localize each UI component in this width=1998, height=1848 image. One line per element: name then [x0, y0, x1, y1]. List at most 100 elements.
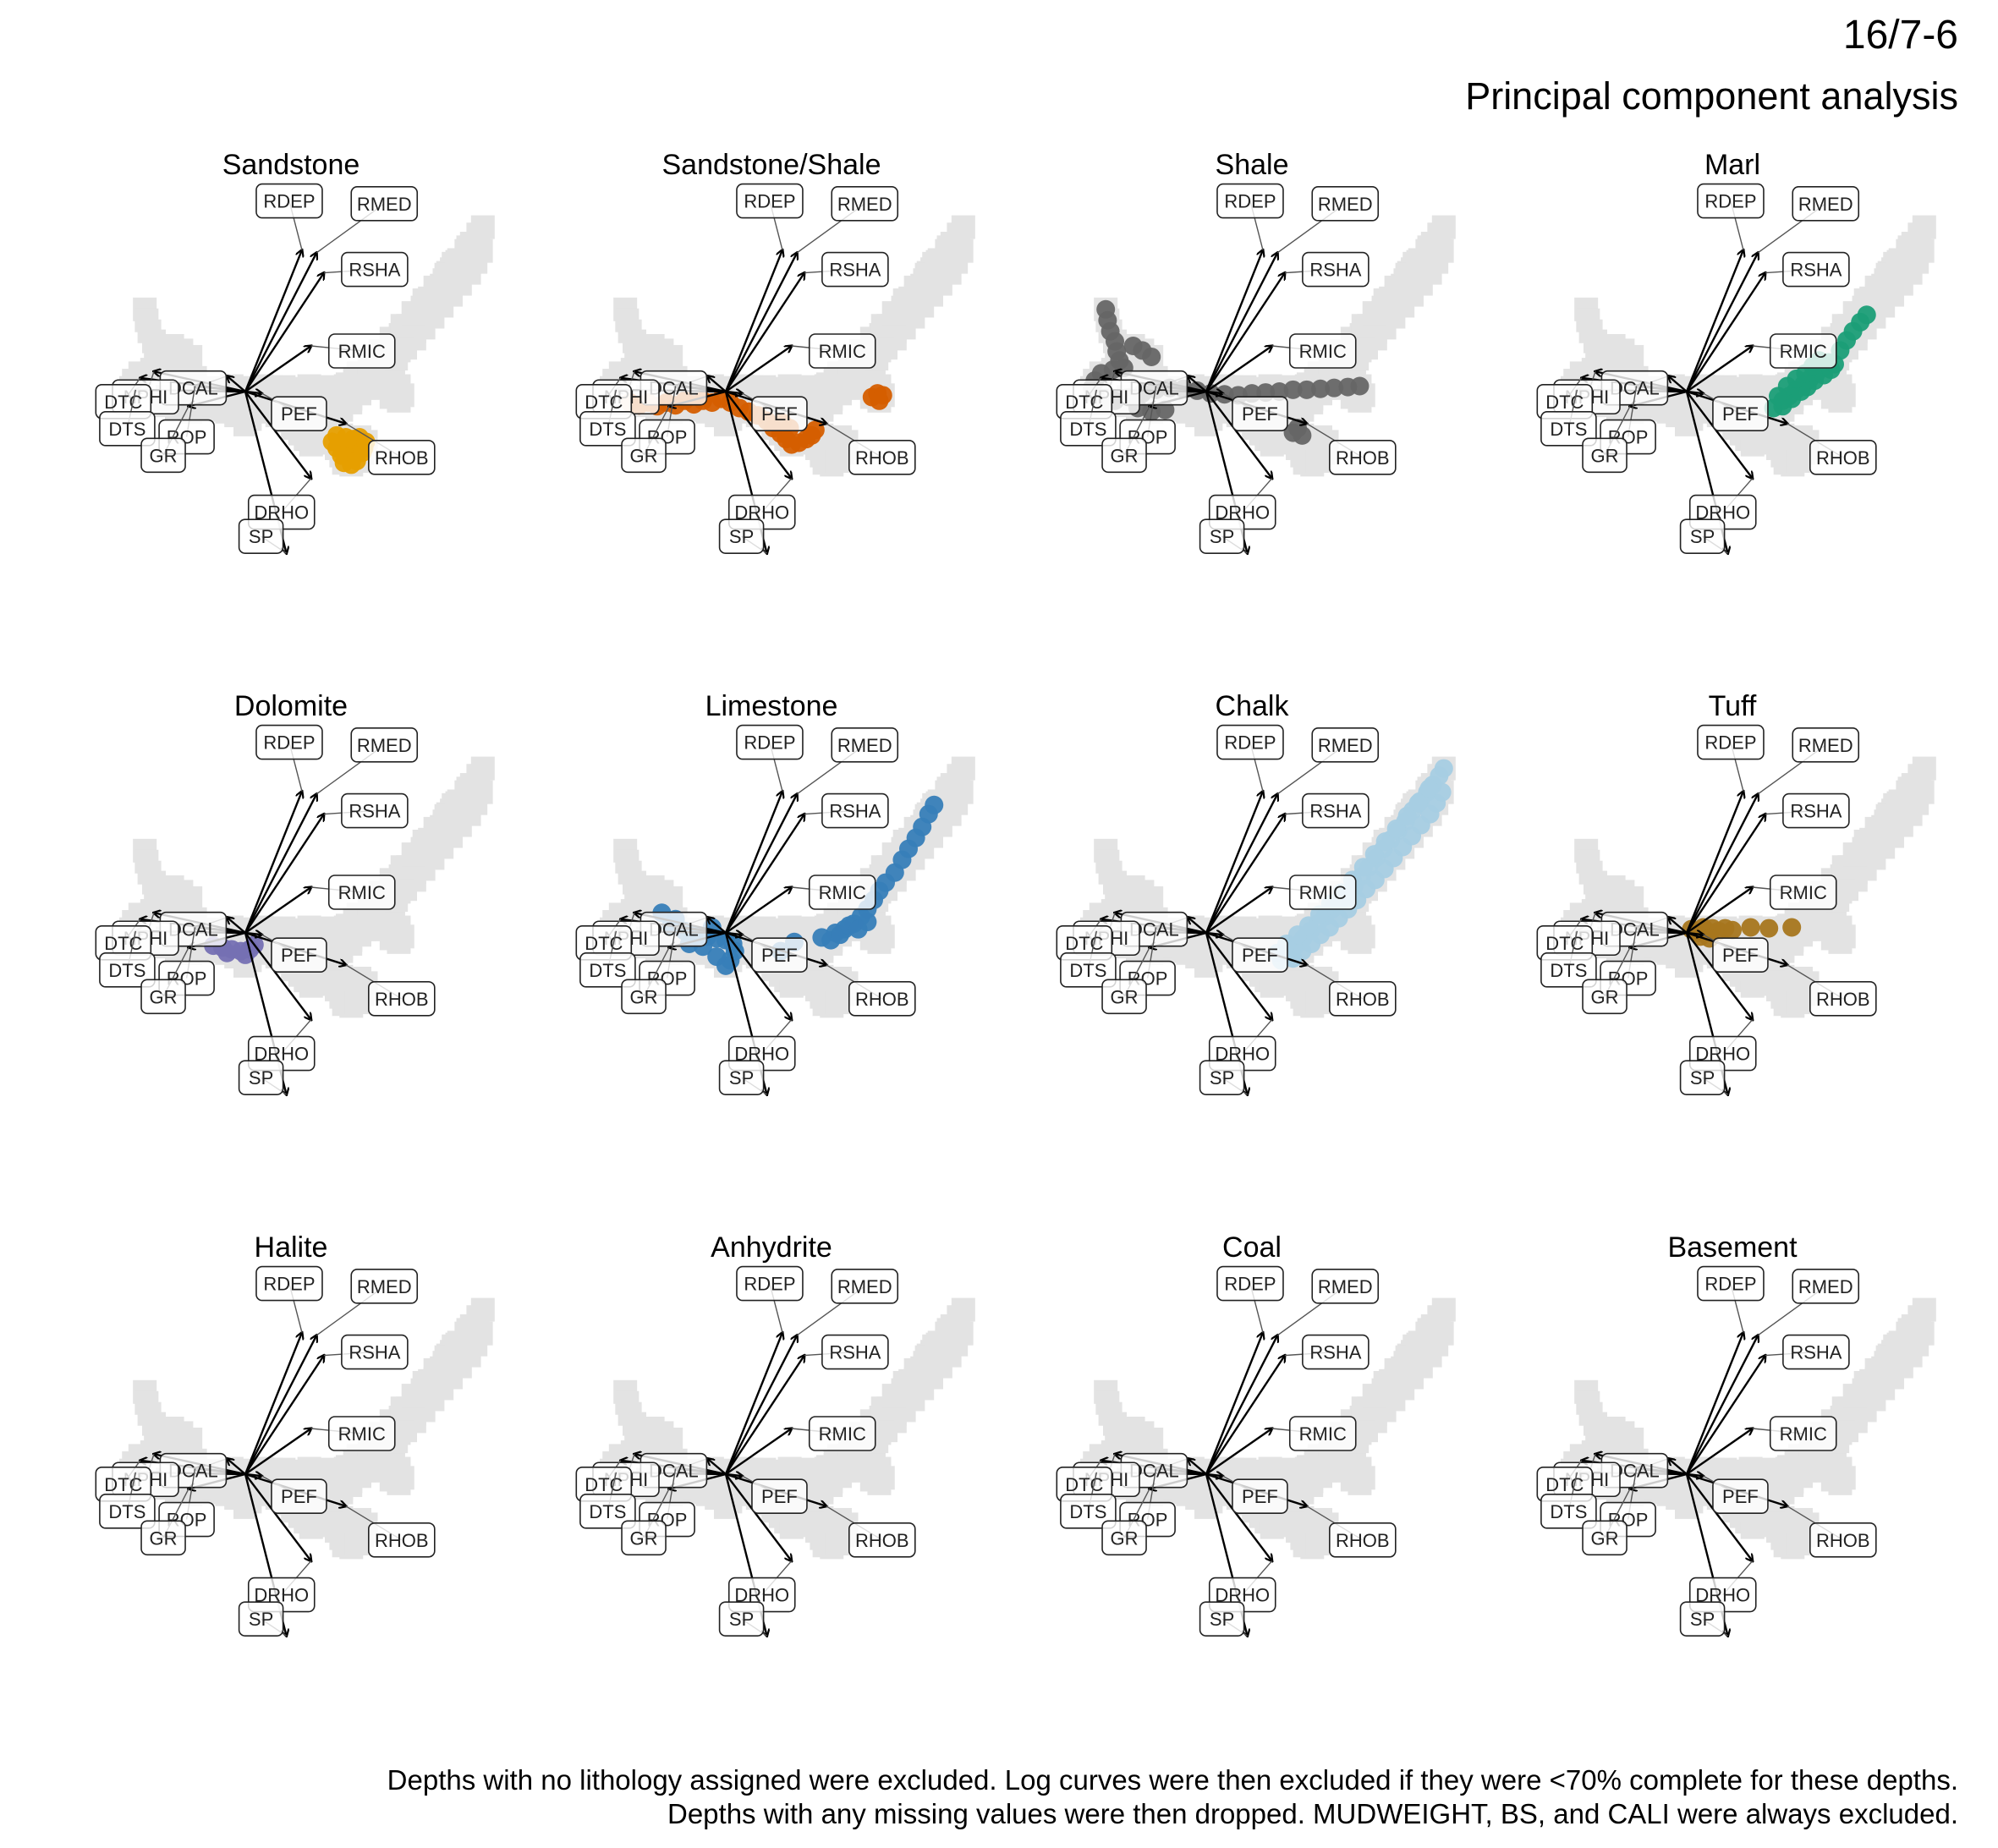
variable-label-sp: SP — [729, 526, 754, 547]
label-box — [341, 792, 409, 829]
loading-arrow-dcal — [227, 376, 246, 392]
loading-arrow-drho — [244, 932, 311, 1020]
background-point — [936, 235, 961, 260]
variable-label-rdep: RDEP — [263, 191, 315, 212]
label-box — [1060, 952, 1117, 988]
label-box — [1679, 518, 1726, 554]
variable-label-rmic: RMIC — [338, 1423, 386, 1445]
variable-label-gr: GR — [1111, 1527, 1139, 1549]
variable-label-rdep: RDEP — [744, 191, 795, 212]
label-box — [1328, 980, 1397, 1017]
label-box — [1328, 1522, 1397, 1558]
caption-line-1: Depths with no lithology assigned were e… — [387, 1764, 1958, 1796]
variable-label-gr: GR — [630, 1527, 658, 1549]
label-box — [831, 186, 899, 222]
loading-arrow-rmed — [724, 253, 797, 392]
label-box — [1769, 1416, 1837, 1451]
panel-title: Limestone — [705, 690, 838, 722]
loading-arrow-dcal — [1188, 918, 1207, 934]
background-point — [470, 215, 495, 239]
label-box — [1060, 1494, 1117, 1529]
variable-label-gr: GR — [150, 445, 178, 466]
label-box — [848, 439, 916, 475]
loading-arrow-rmic — [1686, 887, 1753, 934]
variable-label-dts: DTS — [1550, 960, 1587, 981]
variable-labels: RDEPRMEDRSHARMICDCALNPHIDTCDTSROPGRPEFRH… — [575, 1265, 916, 1637]
label-box — [1782, 251, 1850, 288]
variable-label-dtc: DTC — [104, 392, 142, 413]
label-box — [1712, 396, 1769, 431]
variable-label-dts: DTS — [589, 419, 626, 440]
label-box — [621, 979, 667, 1015]
variable-label-rdep: RDEP — [263, 732, 315, 754]
label-box — [1792, 1269, 1860, 1304]
label-box — [1232, 396, 1288, 431]
background-point — [344, 1532, 369, 1556]
loading-arrow-dcal — [227, 918, 246, 934]
data-point — [1386, 819, 1406, 838]
variable-label-rhob: RHOB — [855, 989, 909, 1010]
variable-label-rmic: RMIC — [819, 341, 866, 362]
background-point — [825, 990, 849, 1015]
loading-arrow-drho — [725, 932, 792, 1020]
background-point — [1786, 990, 1810, 1015]
label-box — [1302, 1334, 1370, 1370]
loading-arrow-dcal — [707, 376, 727, 392]
background-point — [825, 449, 849, 474]
background-point — [951, 215, 975, 239]
loading-arrow-drho — [1205, 932, 1272, 1020]
variable-label-rmic: RMIC — [338, 341, 386, 362]
background-point — [1912, 756, 1936, 781]
label-box — [1216, 1265, 1284, 1302]
label-box — [1769, 333, 1837, 369]
panel-sandstone-shale: Sandstone/ShaleRDEPRMEDRSHARMICDCALNPHID… — [531, 148, 1012, 689]
data-point — [1397, 806, 1417, 825]
loading-arrow-rsha — [724, 814, 804, 934]
loading-arrow-rmed — [244, 1335, 316, 1475]
label-box — [621, 1520, 667, 1556]
label-box — [821, 792, 889, 829]
loading-arrow-rmic — [725, 887, 792, 934]
loading-arrow-dcal — [707, 918, 727, 934]
loading-arrow-rmed — [244, 794, 316, 934]
variable-label-gr: GR — [630, 986, 658, 1007]
variable-labels: RDEPRMEDRSHARMICDCALNPHIDTCDTSROPGRPEFRH… — [95, 183, 436, 554]
variable-label-rdep: RDEP — [1704, 732, 1756, 754]
variable-label-gr: GR — [1591, 1527, 1619, 1549]
variable-label-dts: DTS — [589, 1501, 626, 1522]
variable-label-dtc: DTC — [585, 392, 623, 413]
background-point — [936, 776, 961, 801]
lithology-points — [322, 425, 376, 474]
variable-label-rhob: RHOB — [1816, 447, 1870, 469]
variable-label-pef: PEF — [761, 945, 798, 966]
label-box — [831, 727, 899, 763]
background-point — [936, 1318, 961, 1342]
variable-label-dtc: DTC — [104, 933, 142, 954]
panel-title: Coal — [1222, 1231, 1282, 1264]
loading-arrow-rmic — [244, 887, 311, 934]
background-point — [456, 1318, 480, 1342]
loading-arrow-rdep — [1685, 1333, 1743, 1475]
loading-arrow-rmic — [244, 1428, 311, 1475]
panel-title: Basement — [1667, 1231, 1798, 1264]
label-box — [1697, 183, 1765, 219]
variable-labels: RDEPRMEDRSHARMICDCALNPHIDTCDTSROPGRPEFRH… — [1536, 183, 1877, 554]
background-point — [1786, 449, 1810, 474]
label-box — [736, 183, 804, 219]
loading-arrow-rdep — [724, 792, 782, 934]
data-point — [1297, 380, 1316, 399]
label-box — [140, 437, 186, 474]
variable-label-pef: PEF — [761, 403, 798, 425]
data-point — [1350, 376, 1370, 396]
label-box — [579, 952, 636, 988]
label-box — [579, 411, 636, 447]
variable-label-rmic: RMIC — [1299, 882, 1347, 903]
loading-arrow-rdep — [1685, 792, 1743, 934]
data-point — [870, 391, 889, 410]
label-box — [367, 439, 436, 475]
background-point — [456, 776, 480, 801]
label-box — [821, 251, 889, 288]
variable-label-sp: SP — [1690, 526, 1715, 547]
label-box — [1540, 1494, 1597, 1529]
background-point — [951, 1297, 975, 1322]
